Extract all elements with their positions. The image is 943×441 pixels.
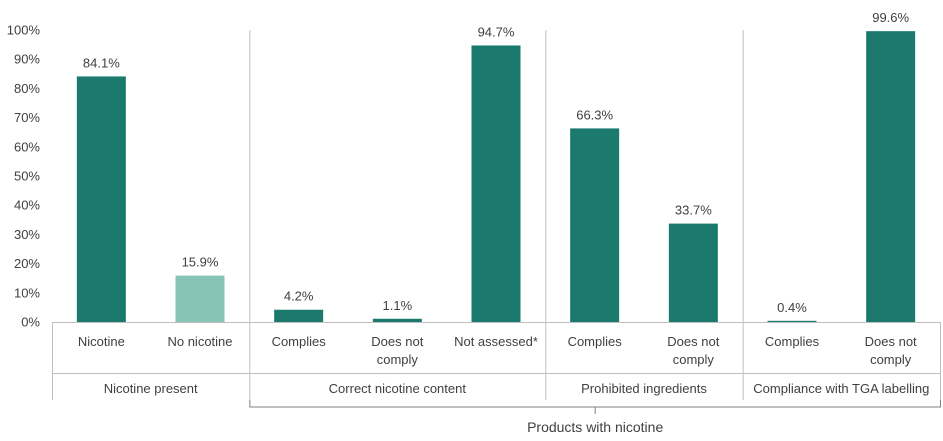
bar — [866, 31, 916, 322]
category-label: No nicotine — [167, 334, 232, 349]
y-tick-label: 10% — [14, 285, 40, 300]
data-label: 99.6% — [872, 10, 909, 25]
y-tick-label: 0% — [21, 315, 40, 330]
y-tick-label: 60% — [14, 139, 40, 154]
category-label: Does not — [865, 334, 917, 349]
category-label: Complies — [272, 334, 327, 349]
bar — [471, 45, 521, 322]
category-label: Complies — [568, 334, 623, 349]
bar — [274, 309, 324, 322]
bar — [668, 223, 718, 322]
category-label: comply — [673, 352, 715, 367]
category-label: Does not — [371, 334, 423, 349]
bar — [76, 76, 126, 322]
bars — [76, 31, 916, 322]
y-tick-label: 70% — [14, 110, 40, 125]
bar — [570, 128, 620, 322]
group-label: Compliance with TGA labelling — [753, 381, 929, 396]
y-axis: 0% 10% 20% 30% 40% 50% 60% 70% 80% 90% 100% — [7, 23, 41, 330]
data-label: 66.3% — [576, 107, 613, 122]
data-label: 94.7% — [478, 24, 515, 39]
category-label: Does not — [667, 334, 719, 349]
category-label: Complies — [765, 334, 820, 349]
data-label: 15.9% — [182, 255, 219, 270]
y-tick-label: 50% — [14, 169, 40, 184]
group-label: Correct nicotine content — [329, 381, 467, 396]
group-label: Nicotine present — [104, 381, 198, 396]
y-tick-label: 90% — [14, 52, 40, 67]
data-label: 4.2% — [284, 289, 314, 304]
category-label: Nicotine — [78, 334, 125, 349]
super-group-label: Products with nicotine — [527, 419, 663, 435]
category-label: comply — [870, 352, 912, 367]
group-label: Prohibited ingredients — [581, 381, 707, 396]
data-label: 33.7% — [675, 203, 712, 218]
y-tick-label: 40% — [14, 198, 40, 213]
bar — [175, 275, 225, 322]
super-group-bracket — [249, 400, 941, 408]
data-label: 1.1% — [383, 298, 413, 313]
y-tick-label: 100% — [7, 23, 41, 38]
data-labels: 84.1% 15.9% 4.2% 1.1% 94.7% 66.3% 33.7% 0.4% 99.… — [83, 10, 910, 315]
category-label: Not assessed* — [454, 334, 538, 349]
data-label: 84.1% — [83, 55, 120, 70]
y-tick-label: 20% — [14, 256, 40, 271]
y-tick-label: 30% — [14, 227, 40, 242]
y-tick-label: 80% — [14, 81, 40, 96]
bar — [372, 318, 422, 322]
category-label: comply — [377, 352, 419, 367]
bar — [767, 320, 817, 322]
data-label: 0.4% — [777, 300, 807, 315]
x-axis: Nicotine No nicotine Complies Does not compl… — [52, 30, 941, 435]
